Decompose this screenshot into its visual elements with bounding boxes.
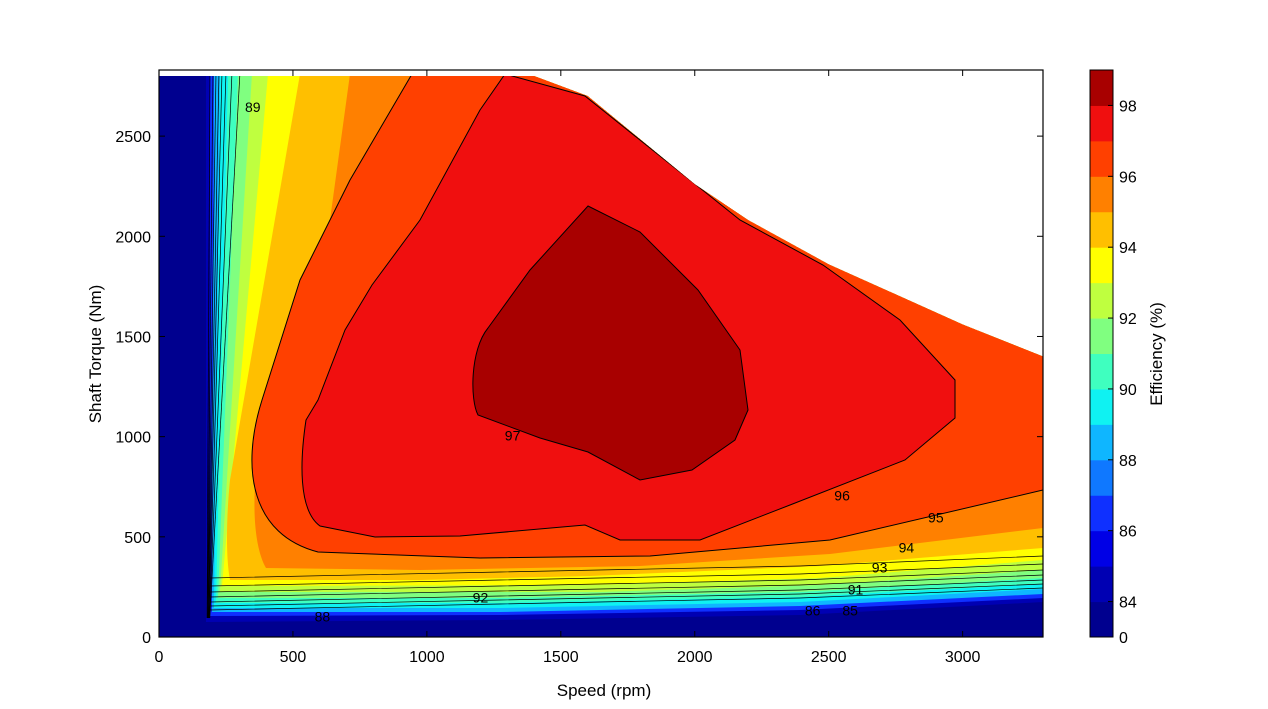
- y-axis-label: Shaft Torque (Nm): [86, 285, 105, 424]
- x-tick-label: 2000: [677, 649, 713, 666]
- colorbar-segment: [1090, 140, 1113, 177]
- colorbar-segment: [1090, 70, 1113, 106]
- contour-line-bottom-1: [209, 583, 1043, 607]
- colorbar-segment: [1090, 176, 1113, 213]
- colorbar-segment: [1090, 459, 1113, 496]
- contour-line-left-1: [207, 76, 214, 619]
- contour-label-95: 95: [928, 509, 944, 525]
- plot-frame: [158, 69, 1044, 638]
- y-tick-label: 2000: [115, 229, 151, 246]
- contour-label-94: 94: [899, 540, 915, 556]
- contour-line-left-2: [207, 76, 217, 619]
- y-tick-label: 1000: [115, 430, 151, 447]
- contour-label-85: 85: [842, 603, 858, 619]
- contour-line-bottom-3: [209, 574, 1043, 598]
- plot-area: 97 96 95 94 93 92 91 89 88 86 85: [158, 69, 1044, 638]
- x-tick-label: 500: [280, 649, 307, 666]
- y-axis-ticks: 0 500 1000 1500 2000 2500: [115, 129, 1043, 647]
- contour-line-left-0: [206, 76, 211, 619]
- colorbar-tick-label: 84: [1119, 595, 1137, 612]
- colorbar-tick-label: 88: [1119, 453, 1137, 470]
- colorbar: 0 84 86 88 90 92 94 96 98: [1089, 69, 1137, 647]
- colorbar-tick-label: 94: [1119, 240, 1137, 257]
- x-tick-label: 0: [155, 649, 164, 666]
- contour-label-88: 88: [315, 609, 331, 625]
- y-tick-label: 500: [124, 530, 151, 547]
- contour-label-86: 86: [805, 603, 821, 619]
- colorbar-tick-label: 90: [1119, 382, 1137, 399]
- colorbar-segment: [1090, 566, 1113, 603]
- contour-line-bottom-0: [209, 587, 1043, 611]
- contour-band-13: [472, 205, 749, 481]
- contour-line-bottom-4: [209, 569, 1043, 593]
- x-tick-label: 1500: [543, 649, 579, 666]
- colorbar-tick-label: 96: [1119, 169, 1137, 186]
- y-tick-label: 2500: [115, 129, 151, 146]
- colorbar-segment: [1090, 424, 1113, 461]
- colorbar-tick-label: 98: [1119, 98, 1137, 115]
- colorbar-segment: [1090, 601, 1113, 638]
- colorbar-label: Efficiency (%): [1147, 302, 1166, 406]
- contour-line-left-4: [208, 76, 223, 619]
- colorbar-segment: [1090, 318, 1113, 354]
- colorbar-segment: [1090, 282, 1113, 319]
- contour-label-96: 96: [834, 487, 850, 503]
- contour-line-bottom-5: [209, 563, 1043, 587]
- y-tick-label: 1500: [115, 329, 151, 346]
- contour-line-left-3: [207, 76, 220, 619]
- x-tick-label: 3000: [945, 649, 981, 666]
- contour-line-bottom-6: [209, 555, 1043, 579]
- contour-label-93: 93: [872, 560, 888, 576]
- x-axis-label: Speed (rpm): [557, 681, 651, 700]
- contour-line-left-5: [208, 76, 227, 619]
- x-tick-label: 1000: [409, 649, 445, 666]
- colorbar-tick-label: 0: [1119, 630, 1128, 647]
- x-axis-ticks: 0 500 1000 1500 2000 2500 3000: [155, 70, 981, 666]
- contour-line-left-6: [209, 76, 233, 619]
- contour-label-92: 92: [473, 590, 489, 606]
- x-tick-label: 2500: [811, 649, 847, 666]
- colorbar-segment: [1090, 530, 1113, 567]
- colorbar-segment: [1090, 495, 1113, 532]
- colorbar-segment: [1090, 388, 1113, 425]
- contour-label-89: 89: [245, 99, 261, 115]
- contour-line-bottom-2: [209, 579, 1043, 603]
- contour-line-left-7: [209, 76, 241, 619]
- colorbar-segment: [1090, 211, 1113, 248]
- colorbar-tick-label: 86: [1119, 524, 1137, 541]
- colorbar-segment: [1090, 353, 1113, 390]
- colorbar-segment: [1090, 247, 1113, 284]
- contour-label-97: 97: [505, 427, 521, 443]
- contour-label-91: 91: [848, 582, 864, 598]
- y-tick-label: 0: [142, 630, 151, 647]
- colorbar-segment: [1090, 105, 1113, 142]
- colorbar-tick-label: 92: [1119, 311, 1137, 328]
